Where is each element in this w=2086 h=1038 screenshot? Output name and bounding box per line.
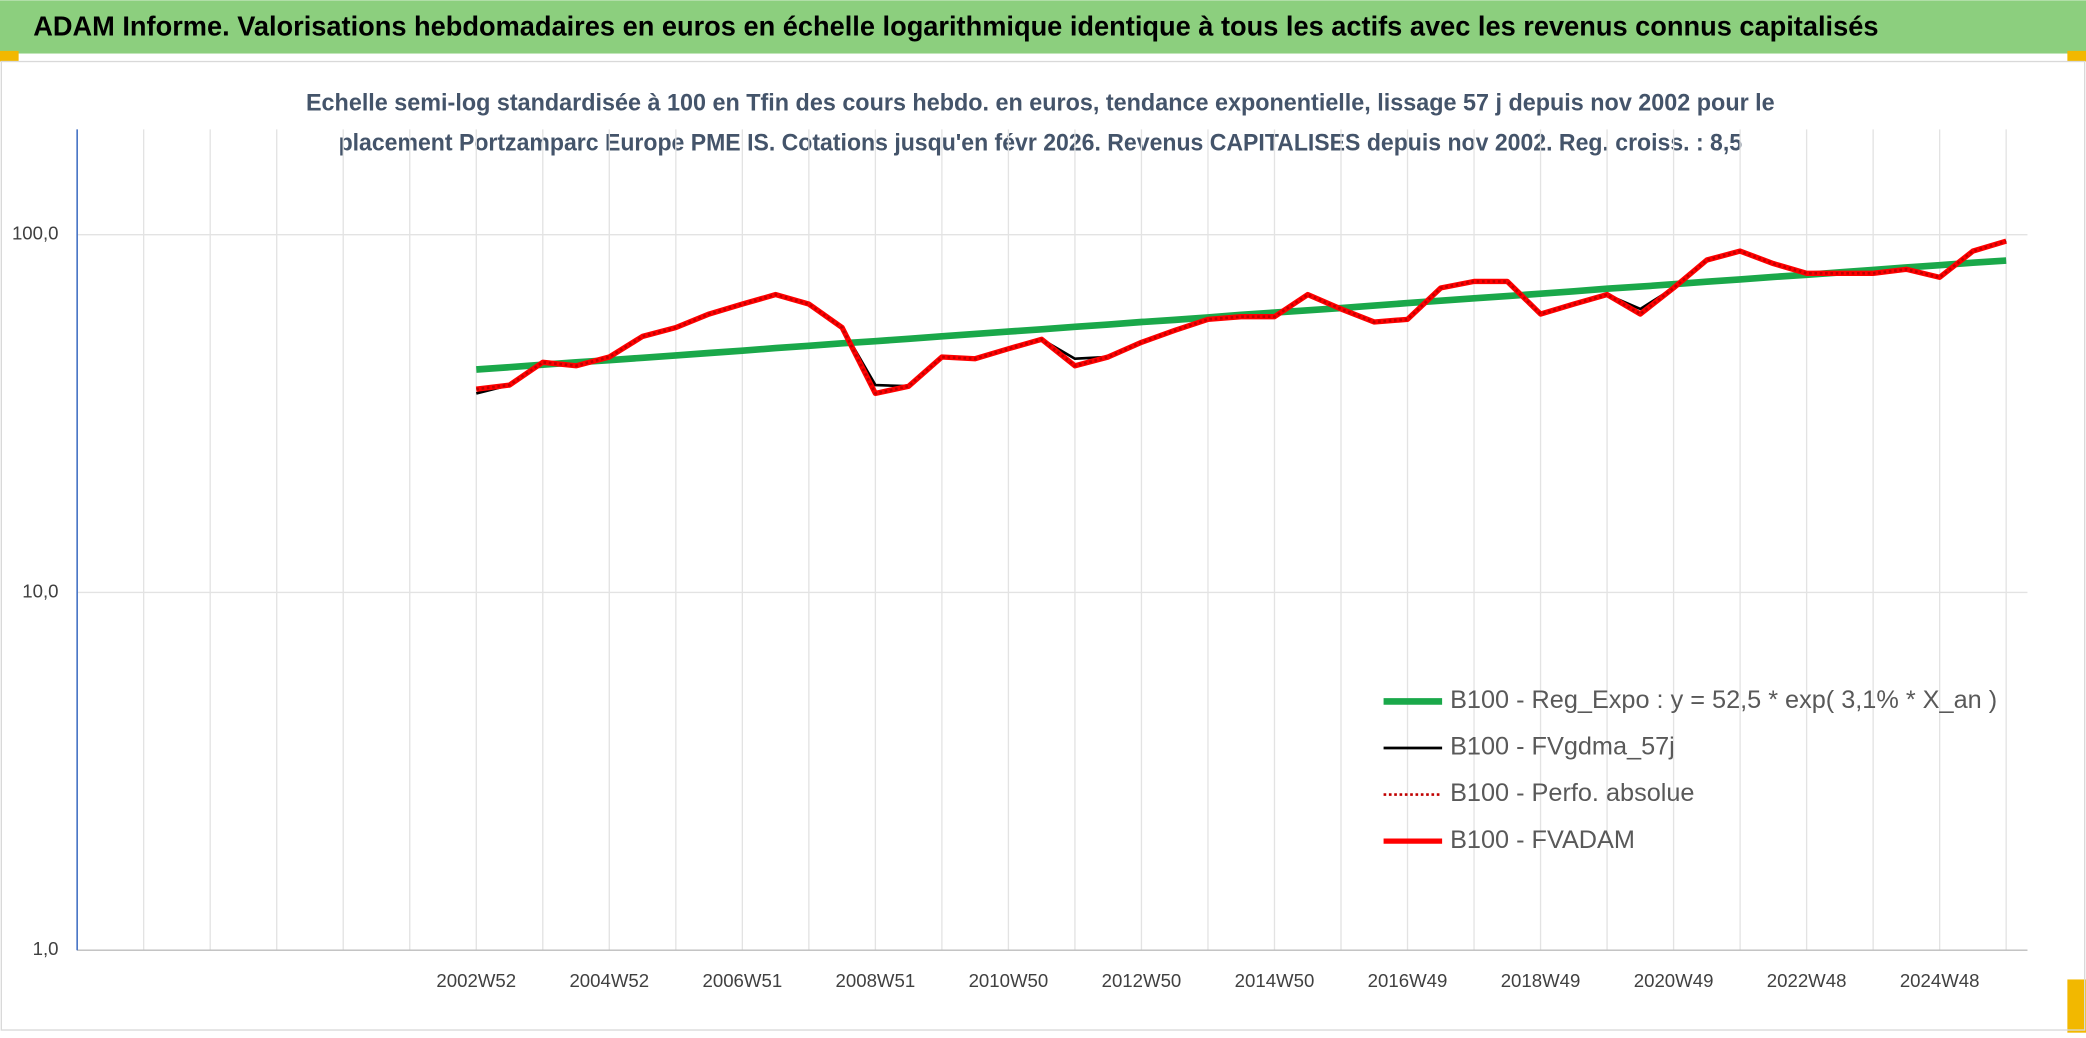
corner-mark xyxy=(2067,979,2086,1033)
x-tick-label: 2014W50 xyxy=(1235,970,1315,991)
chart-border xyxy=(0,60,2086,1031)
corner-mark xyxy=(2067,50,2086,62)
header-bar xyxy=(0,0,2086,54)
x-tick-label: 2002W52 xyxy=(436,970,516,991)
x-tick-label: 2010W50 xyxy=(969,970,1049,991)
chart-title: placement Portzamparc Europe PME IS. Cot… xyxy=(339,129,1743,156)
x-tick-label: 2016W49 xyxy=(1368,970,1448,991)
x-tick-label: 2006W51 xyxy=(703,970,783,991)
chart-title: Echelle semi-log standardisée à 100 en T… xyxy=(306,89,1775,116)
header-title: ADAM Informe. Valorisations hebdomadaire… xyxy=(33,11,1878,42)
legend-label: B100 - FVgdma_57j xyxy=(1450,733,1675,761)
legend-label: B100 - Reg_Expo : y = 52,5 * exp( 3,1% *… xyxy=(1450,686,1997,714)
x-tick-label: 2008W51 xyxy=(836,970,916,991)
y-tick-label: 100,0 xyxy=(12,223,59,244)
y-tick-label: 10,0 xyxy=(22,580,58,601)
y-tick-label: 1,0 xyxy=(33,938,59,959)
x-tick-label: 2024W48 xyxy=(1900,970,1980,991)
x-tick-label: 2018W49 xyxy=(1501,970,1581,991)
x-tick-label: 2004W52 xyxy=(569,970,649,991)
series-line xyxy=(476,239,2007,395)
corner-mark xyxy=(0,50,19,62)
x-tick-label: 2022W48 xyxy=(1767,970,1847,991)
legend-label: B100 - Perfo. absolue xyxy=(1450,779,1694,807)
legend-label: B100 - FVADAM xyxy=(1450,826,1635,854)
x-tick-label: 2020W49 xyxy=(1634,970,1714,991)
x-tick-label: 2012W50 xyxy=(1102,970,1182,991)
